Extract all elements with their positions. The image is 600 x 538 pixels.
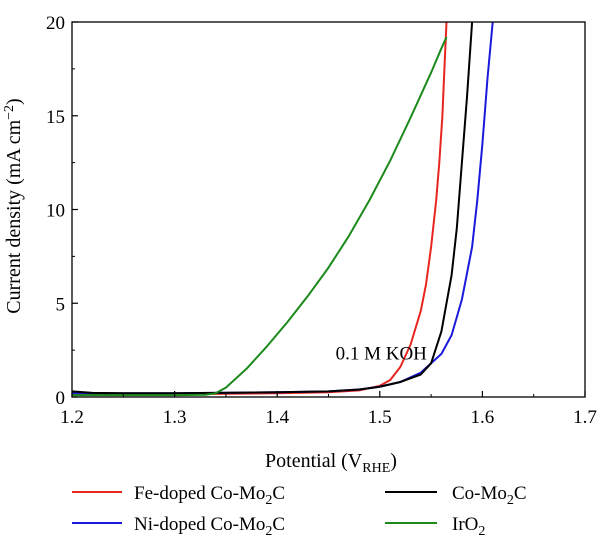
legend-item-ni-doped: Ni-doped Co-Mo2C (72, 514, 285, 538)
plot-frame (71, 21, 586, 398)
legend-item-iro2: IrO2 (385, 514, 485, 538)
legend-item-fe-doped: Fe-doped Co-Mo2C (72, 483, 285, 508)
x-tick-label: 1.5 (368, 407, 392, 428)
y-tick-label: 15 (46, 107, 65, 128)
x-tick-label: 1.6 (471, 407, 495, 428)
x-axis-title: Potential (VRHE) (265, 450, 397, 476)
x-tick-label: 1.7 (573, 407, 597, 428)
x-tick-label: 1.3 (163, 407, 187, 428)
x-axis-title-sub: RHE (362, 461, 390, 476)
legend-label-ni-doped: Ni-doped Co-Mo2C (134, 514, 285, 538)
x-tick-label: 1.2 (60, 407, 84, 428)
y-tick-label: 0 (56, 388, 66, 409)
x-axis-title-main: Potential (V (265, 450, 363, 472)
y-axis-title-tail: ) (3, 98, 25, 105)
series-line-3 (72, 36, 448, 397)
series-line-0 (72, 22, 448, 396)
legend-label-fe-doped: Fe-doped Co-Mo2C (134, 483, 285, 508)
y-axis-title-main: Current density (mA cm (3, 119, 25, 313)
y-tick-label: 5 (56, 294, 66, 315)
x-axis-title-tail: ) (390, 450, 397, 472)
legend-label-iro2: IrO2 (452, 514, 485, 538)
legend-item-co-mo2c: Co-Mo2C (385, 483, 527, 508)
series-curves (72, 22, 494, 397)
electrolyte-annotation: 0.1 M KOH (336, 344, 428, 365)
legend: Fe-doped Co-Mo2C Co-Mo2C Ni-doped Co-Mo2… (72, 483, 527, 538)
y-axis-title-sup: −2 (2, 105, 17, 120)
legend-label-co-mo2c: Co-Mo2C (452, 483, 527, 508)
y-tick-label: 20 (46, 13, 65, 34)
y-tick-label: 10 (46, 201, 65, 222)
y-axis-title: Current density (mA cm−2) (2, 98, 25, 313)
x-tick-label: 1.4 (265, 407, 289, 428)
series-line-2 (72, 22, 474, 395)
axis-ticks: 1.2 1.3 1.4 1.5 1.6 1.7 0 5 10 15 20 (46, 13, 597, 428)
